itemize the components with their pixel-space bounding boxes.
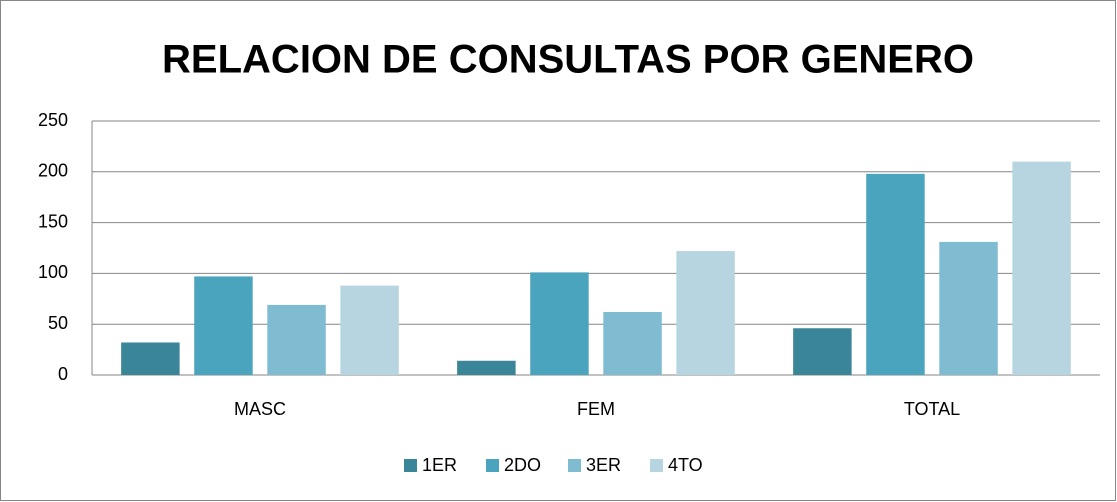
x-tick-label: TOTAL (904, 399, 960, 419)
x-tick-label: FEM (577, 399, 615, 419)
legend-label: 1ER (422, 455, 457, 475)
y-tick-label: 50 (48, 313, 68, 333)
legend-swatch (404, 459, 417, 472)
y-tick-label: 100 (38, 262, 68, 282)
bar (530, 272, 589, 375)
bar (457, 360, 516, 375)
bar (603, 312, 662, 375)
y-tick-label: 0 (58, 364, 68, 384)
bar (194, 276, 253, 375)
legend-swatch (568, 459, 581, 472)
legend-label: 3ER (586, 455, 621, 475)
bar (793, 328, 852, 375)
legend-label: 4TO (668, 455, 703, 475)
chart-title: RELACION DE CONSULTAS POR GENERO (162, 38, 974, 82)
legend-swatch (486, 459, 499, 472)
y-tick-label: 150 (38, 211, 68, 231)
y-tick-label: 200 (38, 161, 68, 181)
bar (267, 304, 326, 375)
bar (121, 342, 180, 375)
y-tick-label: 250 (38, 110, 68, 130)
bar (866, 173, 925, 375)
legend-label: 2DO (504, 455, 541, 475)
x-tick-label: MASC (234, 399, 286, 419)
bar (939, 241, 998, 375)
bar (676, 251, 735, 375)
bar (340, 285, 399, 375)
bar (1012, 161, 1071, 375)
legend-swatch (650, 459, 663, 472)
